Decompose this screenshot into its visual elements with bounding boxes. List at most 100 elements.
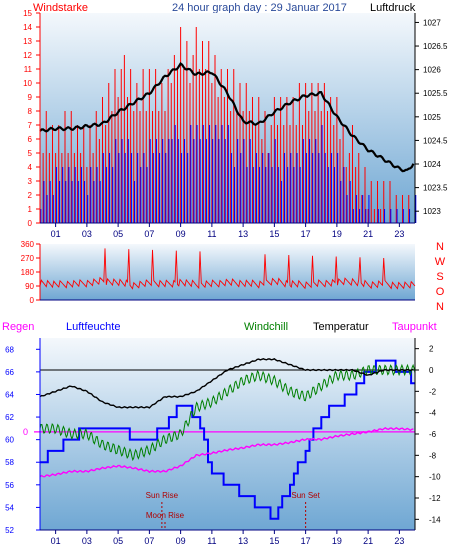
- wind-tick-label: 15: [23, 9, 32, 18]
- astro-annotation: Sun Set: [291, 491, 320, 500]
- direction-tick-label: 360: [21, 240, 35, 249]
- hour-tick-label: 03: [82, 536, 92, 546]
- hour-tick-label: 21: [363, 229, 373, 239]
- temperature-tick-label: -14: [429, 515, 441, 524]
- temperature-tick-label: -2: [429, 387, 437, 396]
- hour-tick-label: 23: [394, 229, 404, 239]
- hour-tick-label: 07: [144, 229, 154, 239]
- pressure-tick-label: 1027: [423, 18, 441, 27]
- hour-tick-label: 03: [82, 229, 92, 239]
- temperature-tick-label: -6: [429, 430, 437, 439]
- humidity-line: [40, 359, 415, 520]
- hour-tick-label: 05: [113, 229, 123, 239]
- pressure-tick-label: 1024: [423, 160, 441, 169]
- compass-label: O: [436, 286, 445, 298]
- hour-tick-label: 23: [394, 536, 404, 546]
- humidity-tick-label: 64: [5, 390, 14, 399]
- hour-tick-label: 13: [238, 536, 248, 546]
- pressure-line: [39, 62, 415, 173]
- compass-label: S: [436, 271, 443, 283]
- direction-tick-label: 270: [21, 254, 35, 263]
- wind-tick-label: 10: [23, 79, 32, 88]
- humidity-tick-label: 68: [5, 345, 14, 354]
- temperature-tick-label: -8: [429, 451, 437, 460]
- wind-tick-label: 1: [28, 205, 33, 214]
- legend-dewpoint: Taupunkt: [392, 321, 437, 333]
- pressure-tick-label: 1026.5: [423, 42, 448, 51]
- wind-direction-series: [39, 248, 416, 290]
- direction-tick-label: 90: [25, 282, 34, 291]
- wind-direction-panel: [40, 244, 415, 300]
- humidity-tick-label: 62: [5, 413, 14, 422]
- humidity-tick-label: 56: [5, 481, 14, 490]
- legend-windchill: Windchill: [244, 321, 288, 333]
- legend-temperature: Temperatur: [313, 321, 369, 333]
- legend-rain: Regen: [2, 321, 34, 333]
- astro-annotation: Sun Rise: [146, 491, 179, 500]
- wind-tick-label: 5: [28, 149, 33, 158]
- compass-label: N: [436, 241, 444, 253]
- wind-tick-label: 7: [28, 121, 33, 130]
- temperature-humidity-panel: [40, 338, 415, 530]
- pressure-tick-label: 1024.5: [423, 136, 448, 145]
- wind-pressure-series: [39, 27, 417, 223]
- hour-tick-label: 09: [176, 229, 186, 239]
- hour-tick-label: 11: [207, 229, 216, 239]
- hour-tick-label: 01: [51, 229, 61, 239]
- hour-tick-label: 05: [113, 536, 123, 546]
- rain-zero-label: 0: [23, 427, 28, 437]
- hour-tick-label: 09: [176, 536, 186, 546]
- temperature-humidity-axes: 0 Sun Rise Moon Rise Sun Set 52 54 56 58 60 62 64 6…: [5, 338, 441, 546]
- hour-tick-label: 11: [207, 536, 216, 546]
- astro-annotation: Moon Rise: [146, 511, 185, 520]
- pressure-tick-label: 1023: [423, 207, 441, 216]
- wind-tick-label: 2: [28, 191, 33, 200]
- hour-tick-label: 15: [269, 536, 279, 546]
- hour-tick-label: 07: [144, 536, 154, 546]
- humidity-tick-label: 66: [5, 368, 14, 377]
- hour-tick-label: 15: [269, 229, 279, 239]
- humidity-tick-label: 54: [5, 503, 14, 512]
- wind-tick-label: 13: [23, 37, 32, 46]
- hour-tick-label: 17: [301, 229, 311, 239]
- wind-tick-label: 14: [23, 23, 32, 32]
- wind-tick-label: 3: [28, 177, 33, 186]
- pressure-tick-label: 1023.5: [423, 184, 448, 193]
- hour-tick-label: 17: [301, 536, 311, 546]
- pressure-tick-label: 1025.5: [423, 89, 448, 98]
- pressure-axis-title: Luftdruck: [370, 2, 416, 14]
- legend-humidity: Luftfeuchte: [66, 321, 120, 333]
- wind-tick-label: 4: [28, 163, 33, 172]
- pressure-tick-label: 1026: [423, 66, 441, 75]
- hour-tick-label: 01: [51, 536, 61, 546]
- direction-tick-label: 0: [30, 296, 35, 305]
- hour-tick-label: 13: [238, 229, 248, 239]
- temperature-tick-label: -4: [429, 409, 437, 418]
- wind-axis-title: Windstarke: [33, 2, 88, 14]
- humidity-tick-label: 58: [5, 458, 14, 467]
- wind-tick-label: 0: [28, 219, 33, 228]
- compass-label: W: [435, 256, 446, 268]
- wind-tick-label: 8: [28, 107, 33, 116]
- direction-tick-label: 180: [21, 268, 35, 277]
- chart-title: 24 hour graph day : 29 Januar 2017: [172, 2, 347, 14]
- wind-tick-label: 9: [28, 93, 33, 102]
- wind-tick-label: 6: [28, 135, 33, 144]
- compass-label: N: [436, 301, 444, 313]
- humidity-tick-label: 52: [5, 526, 14, 535]
- temperature-tick-label: 0: [429, 366, 434, 375]
- temperature-tick-label: 2: [429, 345, 434, 354]
- wind-tick-label: 11: [24, 65, 33, 74]
- wind-direction-line: [39, 248, 416, 290]
- wind-tick-label: 12: [23, 51, 32, 60]
- wind-pressure-axes: 012345678910111213141510231023.510241024…: [23, 9, 448, 239]
- temperature-humidity-series: [34, 358, 416, 520]
- temperature-tick-label: -12: [429, 494, 441, 503]
- hour-tick-label: 21: [363, 536, 373, 546]
- pressure-tick-label: 1025: [423, 113, 441, 122]
- hour-tick-label: 19: [332, 536, 342, 546]
- temperature-line: [39, 358, 414, 409]
- hour-tick-label: 19: [332, 229, 342, 239]
